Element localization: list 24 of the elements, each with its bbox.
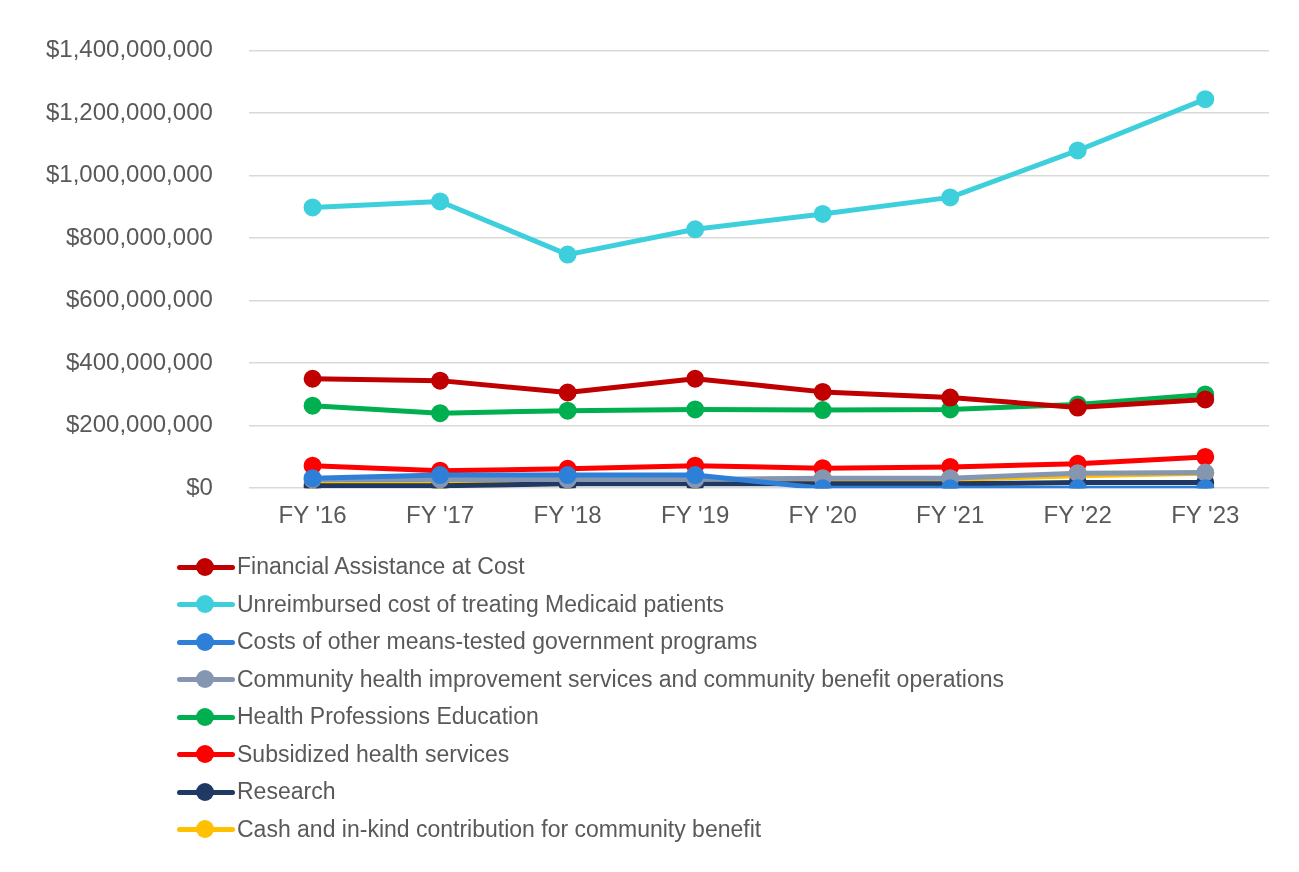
legend-label: Subsidized health services	[237, 740, 510, 768]
y-tick-label: $1,400,000,000	[46, 35, 213, 63]
y-tick-label: $800,000,000	[66, 222, 213, 250]
x-tick-label: FY '19	[661, 501, 730, 529]
x-tick-label: FY '21	[916, 501, 985, 529]
legend-label: Research	[237, 778, 336, 806]
x-tick-label: FY '18	[533, 501, 602, 529]
legend-label: Community health improvement services and community benefit operations	[237, 665, 1005, 693]
y-tick-label: $200,000,000	[66, 410, 213, 438]
x-tick-label: FY '20	[788, 501, 857, 529]
legend-label: Financial Assistance at Cost	[237, 553, 525, 581]
legend-label: Cash and in-kind contribution for community benefit	[237, 815, 762, 843]
legend-label: Costs of other means-tested government programs	[237, 628, 758, 656]
x-tick-label: FY '22	[1043, 501, 1112, 529]
y-tick-label: $400,000,000	[66, 347, 213, 375]
x-tick-label: FY '23	[1171, 501, 1240, 529]
x-tick-label: FY '16	[278, 501, 347, 529]
legend-label: Health Professions Education	[237, 703, 539, 731]
x-tick-label: FY '17	[406, 501, 475, 529]
y-tick-label: $0	[186, 472, 213, 500]
legend-label: Unreimbursed cost of treating Medicaid patients	[237, 590, 725, 618]
y-tick-label: $1,000,000,000	[46, 160, 213, 188]
y-tick-label: $1,200,000,000	[46, 97, 213, 125]
y-tick-label: $600,000,000	[66, 285, 213, 313]
